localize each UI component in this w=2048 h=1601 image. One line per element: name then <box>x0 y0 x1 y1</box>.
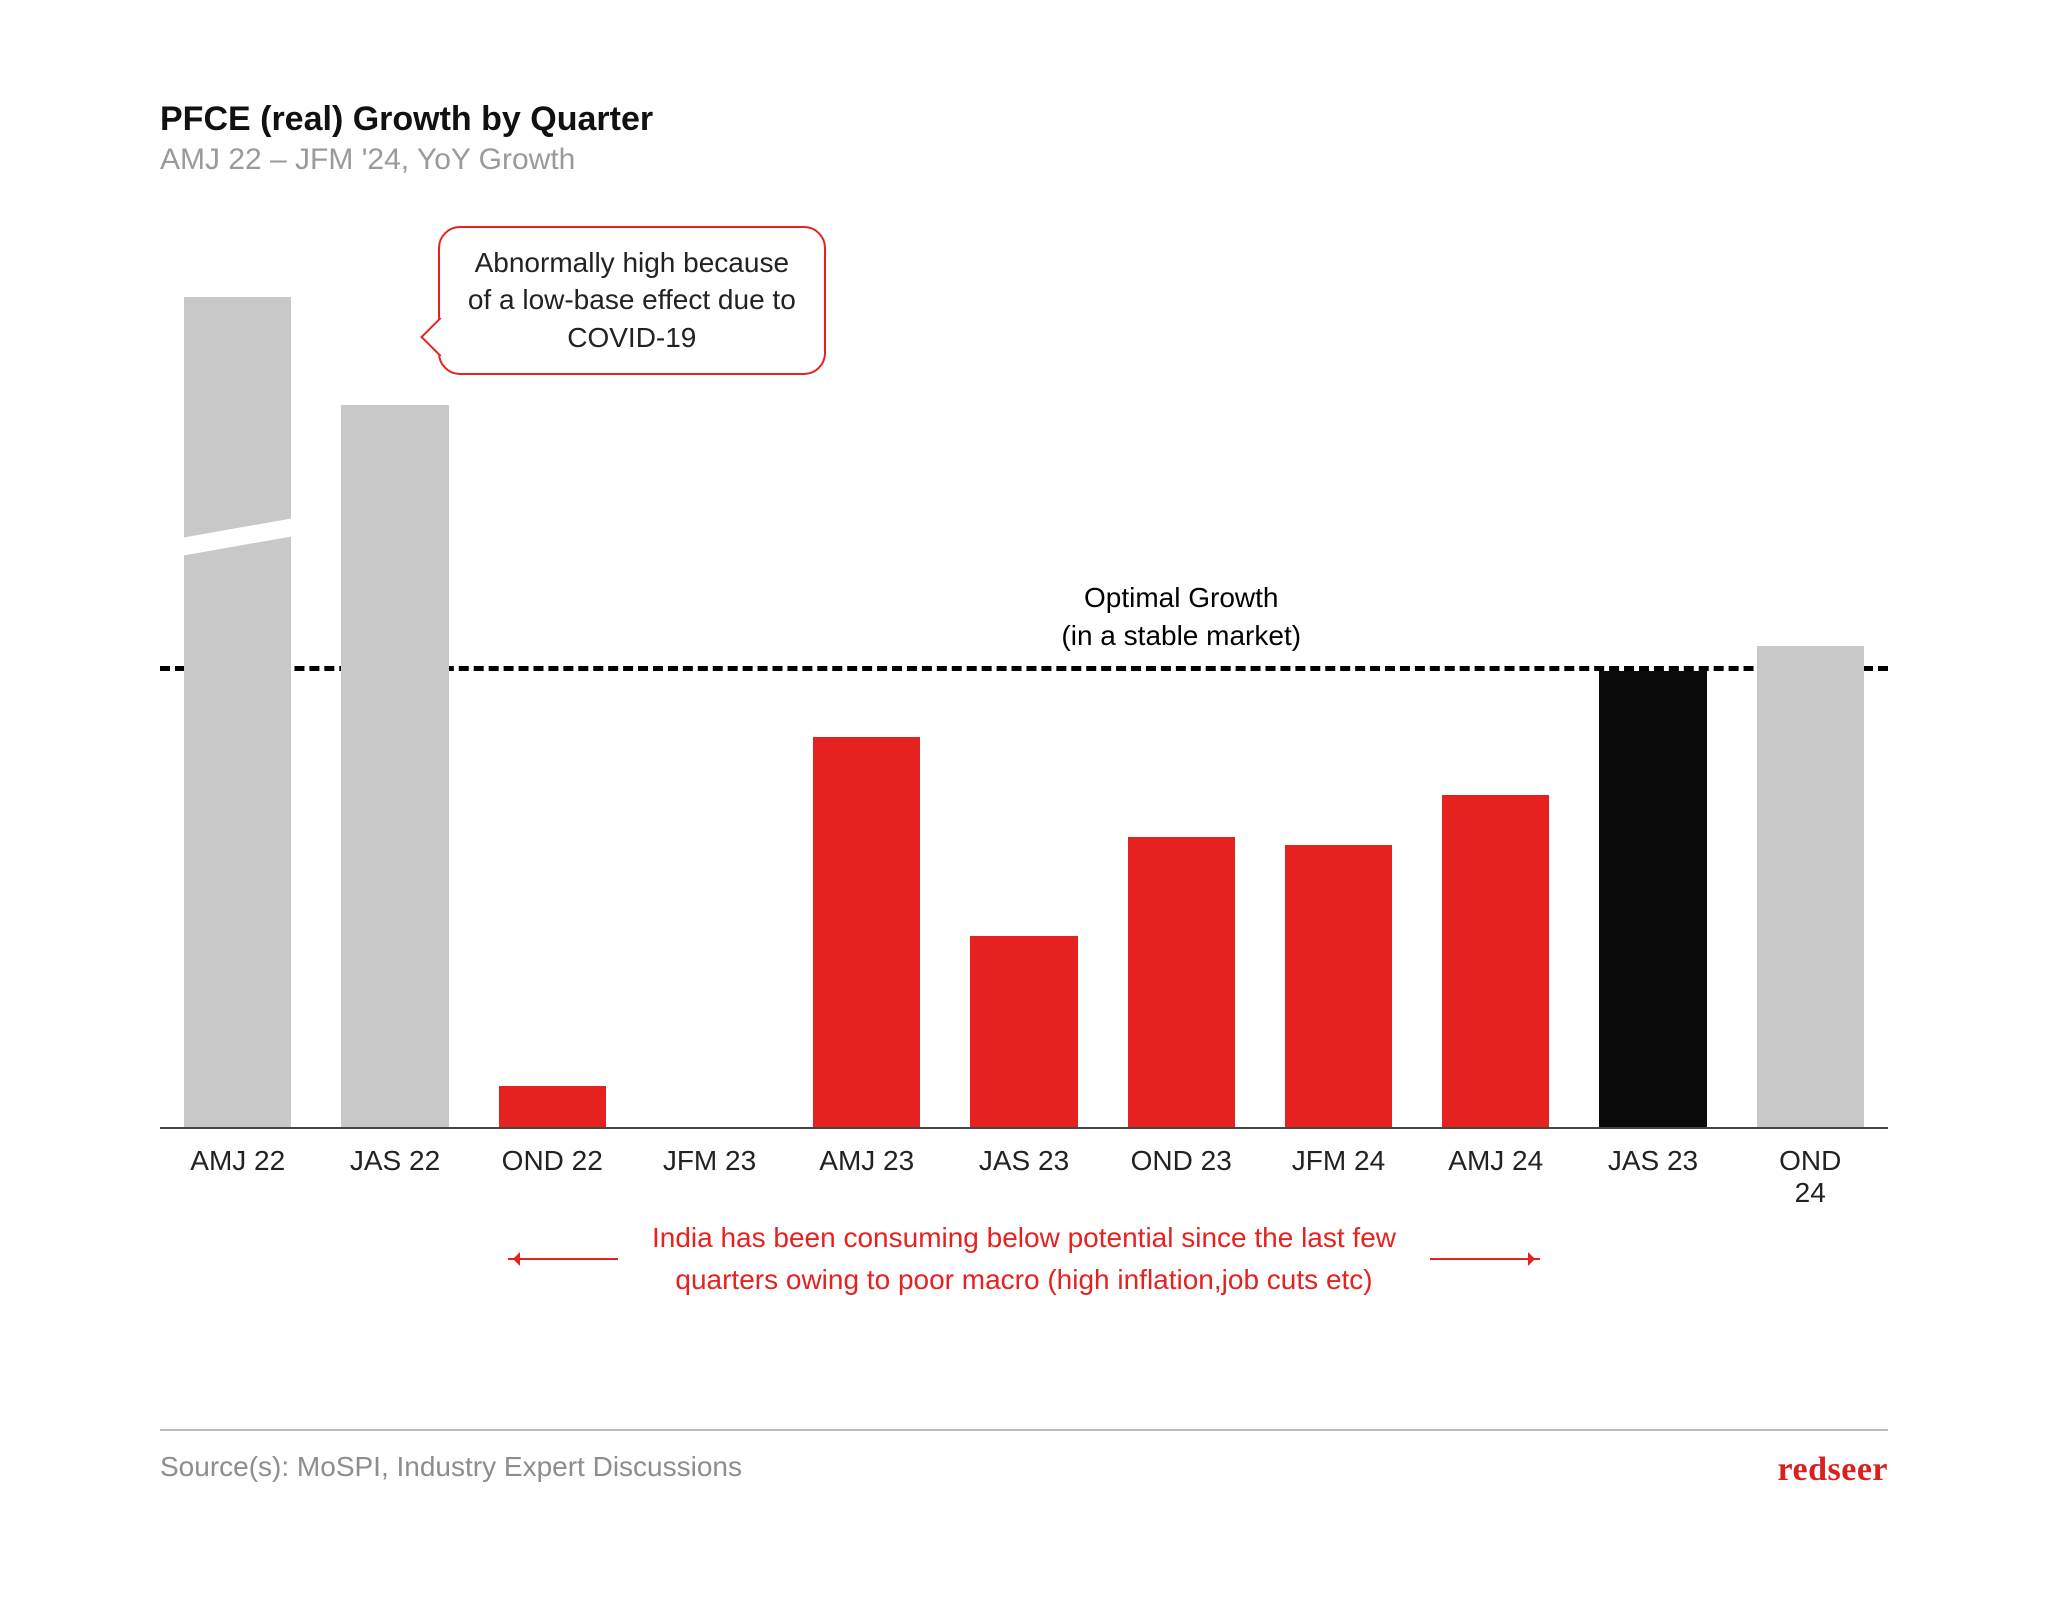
source-text: Source(s): MoSPI, Industry Expert Discus… <box>160 1451 742 1483</box>
below-potential-l1: India has been consuming below potential… <box>652 1222 1396 1253</box>
chart-subtitle: AMJ 22 – JFM '24, YoY Growth <box>160 143 1888 177</box>
arrow-right-icon <box>1430 1258 1540 1260</box>
xlabel-9: JAS 23 <box>1608 1145 1698 1177</box>
xlabel-8: AMJ 24 <box>1448 1145 1543 1177</box>
axis-break-icon <box>182 518 293 556</box>
bar-ond24 <box>1757 646 1864 1127</box>
xlabel-1: JAS 22 <box>350 1145 440 1177</box>
bar-ond22 <box>499 1086 606 1128</box>
optimal-growth-label: Optimal Growth (in a stable market) <box>1061 579 1301 655</box>
bar-ond23 <box>1128 837 1235 1128</box>
xlabel-3: JFM 23 <box>663 1145 756 1177</box>
chart-area: Optimal Growth (in a stable market) Abno… <box>160 297 1888 1197</box>
redseer-logo: redseer <box>1778 1451 1888 1489</box>
bar-jas23 <box>970 936 1077 1127</box>
arrow-left-icon <box>508 1258 618 1260</box>
optimal-growth-label-l2: (in a stable market) <box>1061 620 1301 651</box>
xlabel-6: OND 23 <box>1131 1145 1232 1177</box>
covid-callout-l2: of a low-base effect due to <box>468 284 796 315</box>
bar-amj22 <box>184 297 291 1127</box>
chart-title: PFCE (real) Growth by Quarter <box>160 100 1888 139</box>
bar-jas22 <box>341 405 448 1127</box>
bar-jas23 <box>1599 671 1706 1128</box>
below-potential-annotation: India has been consuming below potential… <box>449 1217 1600 1301</box>
below-potential-text: India has been consuming below potential… <box>652 1217 1396 1301</box>
xlabel-2: OND 22 <box>502 1145 603 1177</box>
chart-page: PFCE (real) Growth by Quarter AMJ 22 – J… <box>0 0 2048 1601</box>
xlabel-5: JAS 23 <box>979 1145 1069 1177</box>
xlabel-4: AMJ 23 <box>819 1145 914 1177</box>
xlabel-7: JFM 24 <box>1292 1145 1385 1177</box>
callout-tail-icon <box>420 317 460 357</box>
xlabel-0: AMJ 22 <box>190 1145 285 1177</box>
below-potential-l2: quarters owing to poor macro (high infla… <box>675 1264 1372 1295</box>
bar-amj23 <box>813 737 920 1127</box>
bar-amj24 <box>1442 795 1549 1127</box>
x-axis-labels: AMJ 22 JAS 22 OND 22 JFM 23 AMJ 23 JAS 23 OND … <box>160 1129 1888 1189</box>
plot-region: Optimal Growth (in a stable market) Abno… <box>160 297 1888 1129</box>
optimal-growth-label-l1: Optimal Growth <box>1084 582 1279 613</box>
covid-callout: Abnormally high because of a low-base ef… <box>438 226 826 375</box>
bar-jfm24 <box>1285 845 1392 1127</box>
covid-callout-l1: Abnormally high because <box>475 247 789 278</box>
covid-callout-l3: COVID-19 <box>567 322 696 353</box>
footer-divider <box>160 1429 1888 1431</box>
xlabel-10: OND 24 <box>1771 1145 1849 1209</box>
